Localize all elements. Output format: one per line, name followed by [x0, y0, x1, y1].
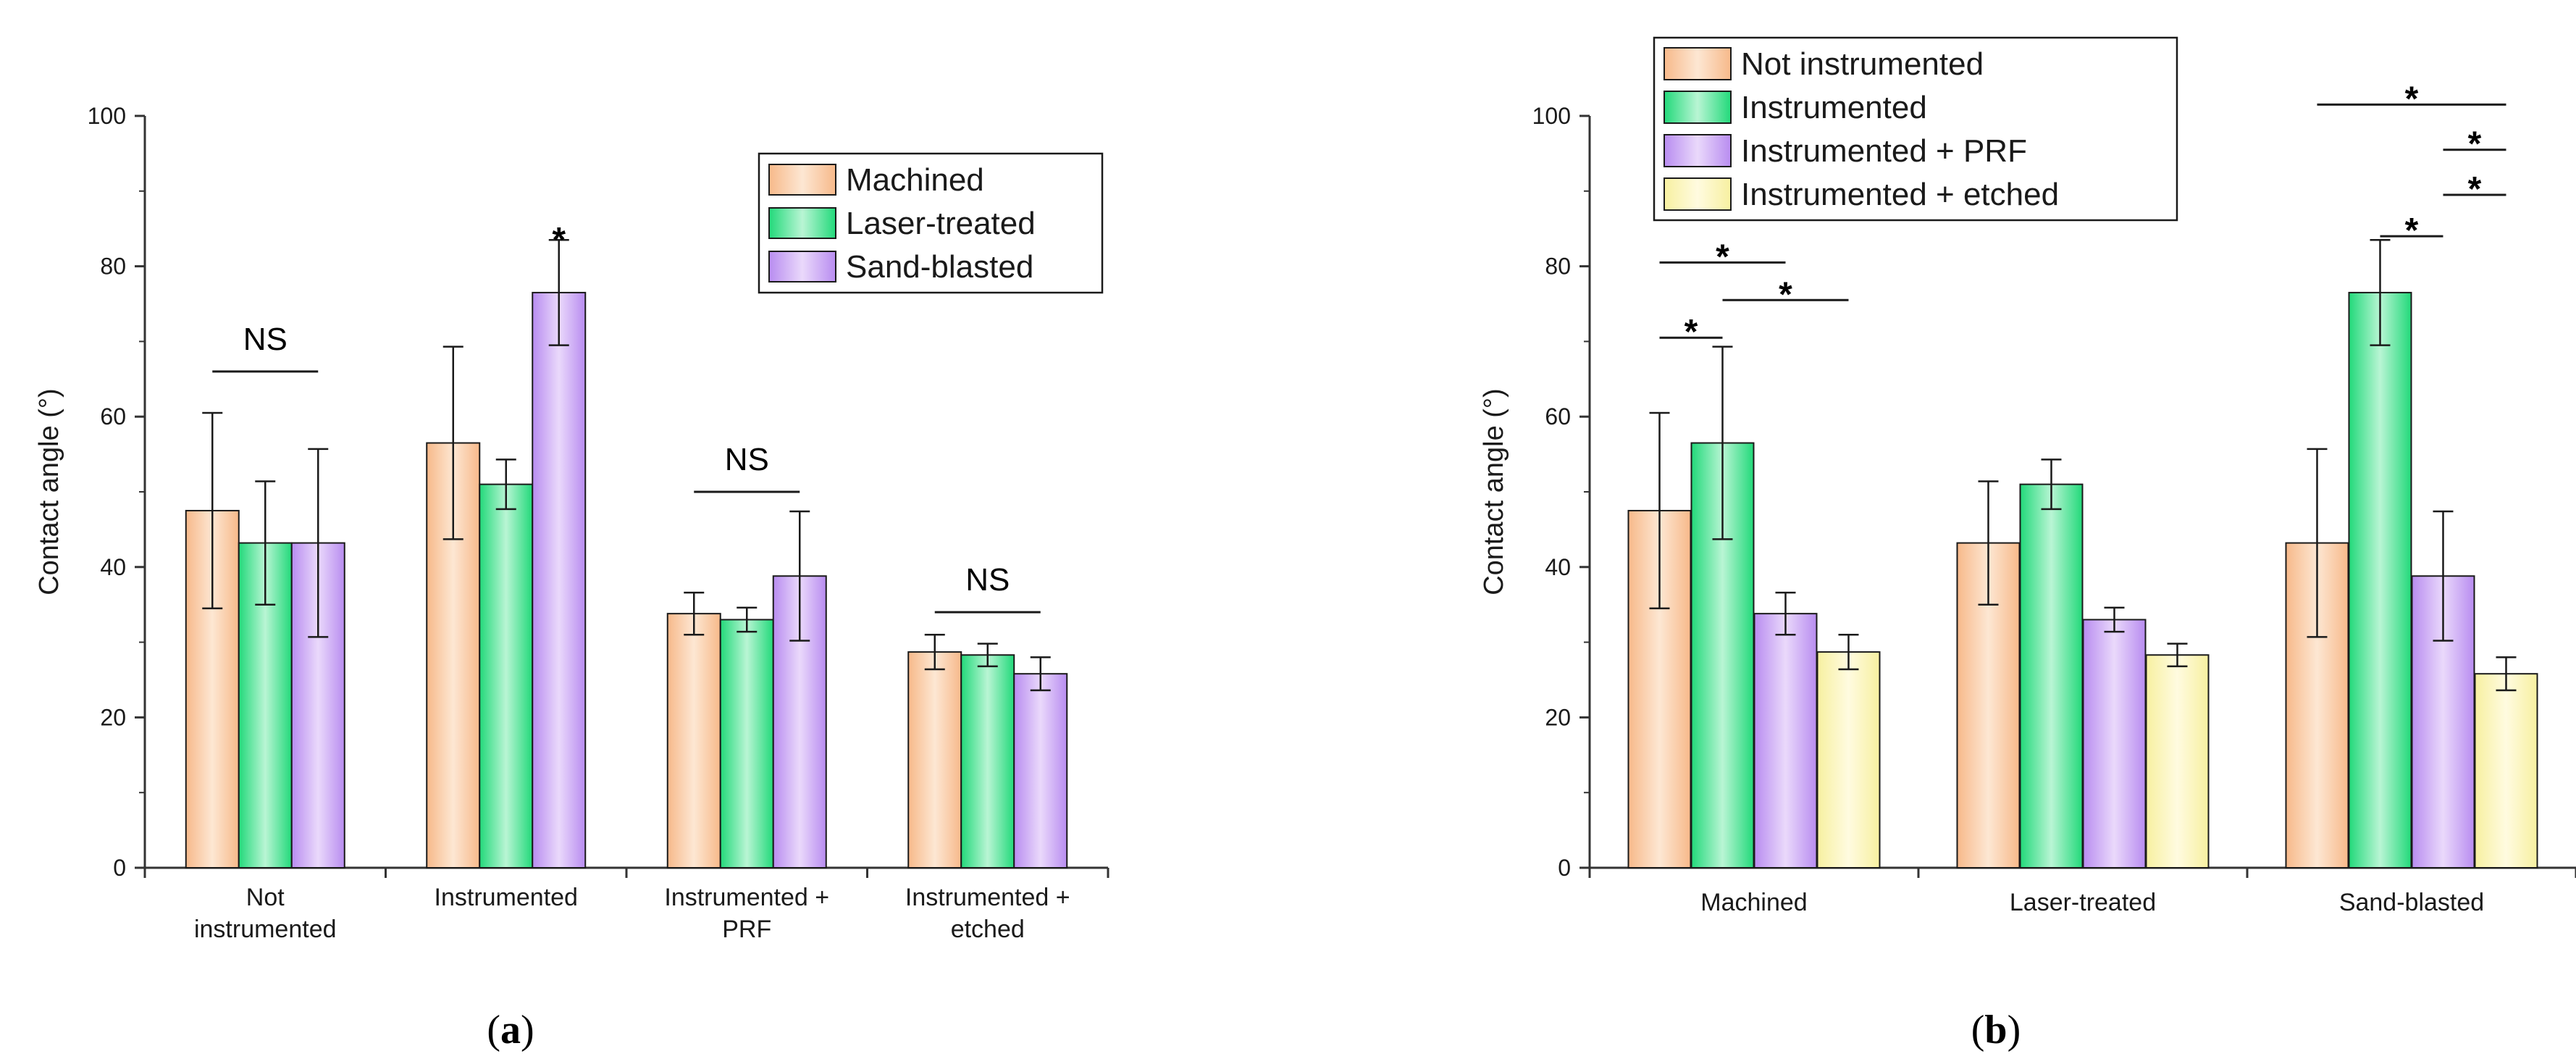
- legend-label: Machined: [846, 162, 984, 198]
- legend-label: Not instrumented: [1741, 46, 1984, 82]
- legend-swatch: [1664, 91, 1732, 124]
- category-label: Instrumented: [435, 884, 578, 911]
- legend-label: Instrumented + PRF: [1741, 133, 2027, 169]
- y-tick-label: 60: [1545, 403, 1571, 430]
- category-label: Not: [246, 884, 285, 911]
- bar: [2474, 673, 2538, 868]
- y-tick-label: 0: [113, 855, 126, 881]
- legend-label: Sand-blasted: [846, 249, 1033, 285]
- legend-label: Instrumented: [1741, 90, 1927, 125]
- significance-star: *: [2468, 125, 2482, 164]
- category-label: Laser-treated: [2010, 889, 2156, 916]
- bar: [1753, 613, 1818, 868]
- category-label: Instrumented +: [905, 884, 1070, 911]
- bar: [2019, 483, 2084, 868]
- category-label: Instrumented +: [664, 884, 829, 911]
- bar: [1013, 673, 1068, 868]
- y-tick-label: 0: [1558, 855, 1571, 881]
- y-tick-label: 80: [1545, 254, 1571, 280]
- y-tick-label: 40: [1545, 554, 1571, 580]
- bar: [2082, 619, 2147, 869]
- y-tick-label: 100: [88, 103, 126, 129]
- bar: [479, 483, 534, 868]
- panel-a-chart: 0 20 40 60 80 100 Contact angle (°) Not instrume…: [34, 103, 1109, 1052]
- category-label: instrumented: [194, 916, 337, 943]
- panel-b-chart: 0 20 40 60 80 100 Contact angle (°) Machined Las…: [1479, 36, 2576, 1052]
- category-label: Sand-blasted: [2339, 889, 2484, 916]
- legend-swatch: [768, 164, 836, 196]
- significance-star: *: [2405, 212, 2419, 250]
- significance-star: *: [2468, 170, 2482, 209]
- y-tick-label: 20: [100, 704, 126, 730]
- category-label: PRF: [722, 916, 771, 943]
- bar: [960, 654, 1015, 868]
- ns-label: NS: [725, 442, 769, 477]
- category-label: Machined: [1700, 889, 1807, 916]
- bar: [907, 651, 962, 868]
- legend-swatch: [1664, 177, 1732, 211]
- panel-label: (a): [487, 1008, 534, 1052]
- significance-star: *: [1685, 313, 1698, 351]
- significance-star: *: [1716, 238, 1729, 276]
- ns-label: NS: [243, 322, 288, 357]
- significance-star: *: [552, 221, 566, 259]
- y-tick-label: 20: [1545, 704, 1571, 730]
- y-tick-label: 80: [100, 254, 126, 280]
- legend-swatch: [768, 207, 836, 239]
- y-tick-label: 100: [1532, 103, 1571, 129]
- y-tick-label: 40: [100, 554, 126, 580]
- significance-star: *: [2405, 80, 2419, 118]
- bar: [1816, 651, 1881, 868]
- bar: [2145, 654, 2210, 868]
- legend-swatch: [1664, 47, 1732, 80]
- y-axis-title: Contact angle (°): [1479, 388, 1509, 595]
- bar: [719, 619, 774, 869]
- bar: [2348, 291, 2412, 868]
- significance-star: *: [1779, 275, 1792, 314]
- legend-swatch: [1664, 134, 1732, 167]
- category-label: etched: [951, 916, 1025, 943]
- legend-box: [1653, 36, 2178, 222]
- legend-label: Instrumented + etched: [1741, 177, 2059, 212]
- bar: [666, 613, 721, 868]
- y-axis-title: Contact angle (°): [34, 388, 64, 595]
- y-tick-label: 60: [100, 403, 126, 430]
- bar: [532, 291, 587, 868]
- ns-label: NS: [965, 562, 1010, 598]
- legend-swatch: [768, 251, 836, 282]
- legend-label: Laser-treated: [846, 206, 1036, 241]
- panel-label: (b): [1971, 1008, 2021, 1052]
